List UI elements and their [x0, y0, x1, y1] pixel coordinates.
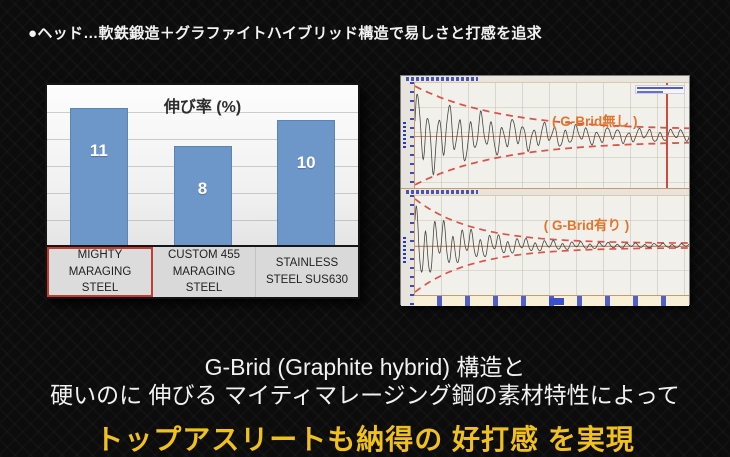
- bar-chart-title: 伸び率 (%): [163, 99, 242, 116]
- vibration-trace: [415, 205, 689, 273]
- waveform-panel-no-gbrid: ( G-Brid無し ): [401, 76, 689, 189]
- waveform-panel-with-gbrid: ( G-Brid有り ): [401, 189, 689, 306]
- x-axis-ticks: [414, 295, 689, 306]
- plot-area: ( G-Brid無し ): [414, 82, 689, 188]
- bar-stainless-sus630: 10: [277, 120, 336, 247]
- category: STAINLESS STEEL SUS630: [265, 257, 349, 286]
- bar-chart-plot: 11 8 10: [47, 95, 358, 247]
- bar-slot: 8: [151, 95, 255, 247]
- envelope-upper: [415, 85, 689, 130]
- caption-line-2: 硬いのに 伸びる マイティマレージング鋼の素材特性によって: [50, 382, 680, 408]
- y-axis: [401, 195, 414, 306]
- zero-line: [415, 245, 689, 247]
- bar-mighty-maraging: 11: [69, 107, 128, 247]
- y-axis-label-smudge: [403, 237, 406, 264]
- micro-text-smudge: [406, 190, 478, 194]
- caption-line-1: G-Brid (Graphite hybrid) 構造と: [204, 354, 526, 380]
- bar-slot: 11: [47, 95, 151, 247]
- annotation-with-gbrid: ( G-Brid有り ): [543, 217, 630, 233]
- category-highlighted: MIGHTY MARAGING STEEL: [47, 247, 153, 297]
- annotation-no-gbrid: ( G-Brid無し ): [552, 114, 638, 130]
- legend-smudge: [635, 85, 685, 94]
- panel-header: [401, 76, 689, 82]
- bar-value: 8: [197, 178, 208, 198]
- y-axis-ticks: [410, 82, 414, 188]
- vibration-trace: [415, 93, 689, 176]
- bar-slot: 10: [254, 95, 358, 247]
- bar-chart: 伸び率 (%) 11 8 10 MIGHTY MARAGING STEEL CU…: [45, 83, 360, 299]
- category: CUSTOM 455 MARAGING STEEL: [153, 247, 256, 297]
- waveform-svg: [415, 198, 689, 293]
- panel-header: [401, 189, 689, 195]
- zero-line: [415, 135, 689, 137]
- x-axis-highlighted-tick: [548, 298, 564, 305]
- bar-value: 11: [89, 140, 108, 160]
- headline-highlight: トップアスリートも納得の 好打感 を実現: [95, 424, 635, 455]
- envelope-lower: [415, 141, 689, 186]
- cursor-line: [665, 83, 668, 188]
- waveform-svg: [415, 85, 689, 186]
- envelope-upper: [415, 198, 689, 244]
- y-axis: [401, 82, 414, 188]
- envelope-lower: [415, 247, 689, 293]
- bar-custom-455: 8: [173, 145, 232, 247]
- plot-area: ( G-Brid有り ): [414, 195, 689, 295]
- micro-text-smudge: [406, 77, 478, 81]
- bar-chart-categories: MIGHTY MARAGING STEEL CUSTOM 455 MARAGIN…: [47, 245, 358, 297]
- header-text: ●ヘッド…軟鉄鍛造＋グラファイトハイブリッド構造で易しさと打感を追求: [28, 25, 542, 42]
- bar-value: 10: [296, 153, 316, 173]
- y-axis-label-smudge: [403, 122, 406, 149]
- y-axis-ticks: [410, 195, 414, 306]
- vibration-figure: ( G-Brid無し ): [400, 75, 690, 306]
